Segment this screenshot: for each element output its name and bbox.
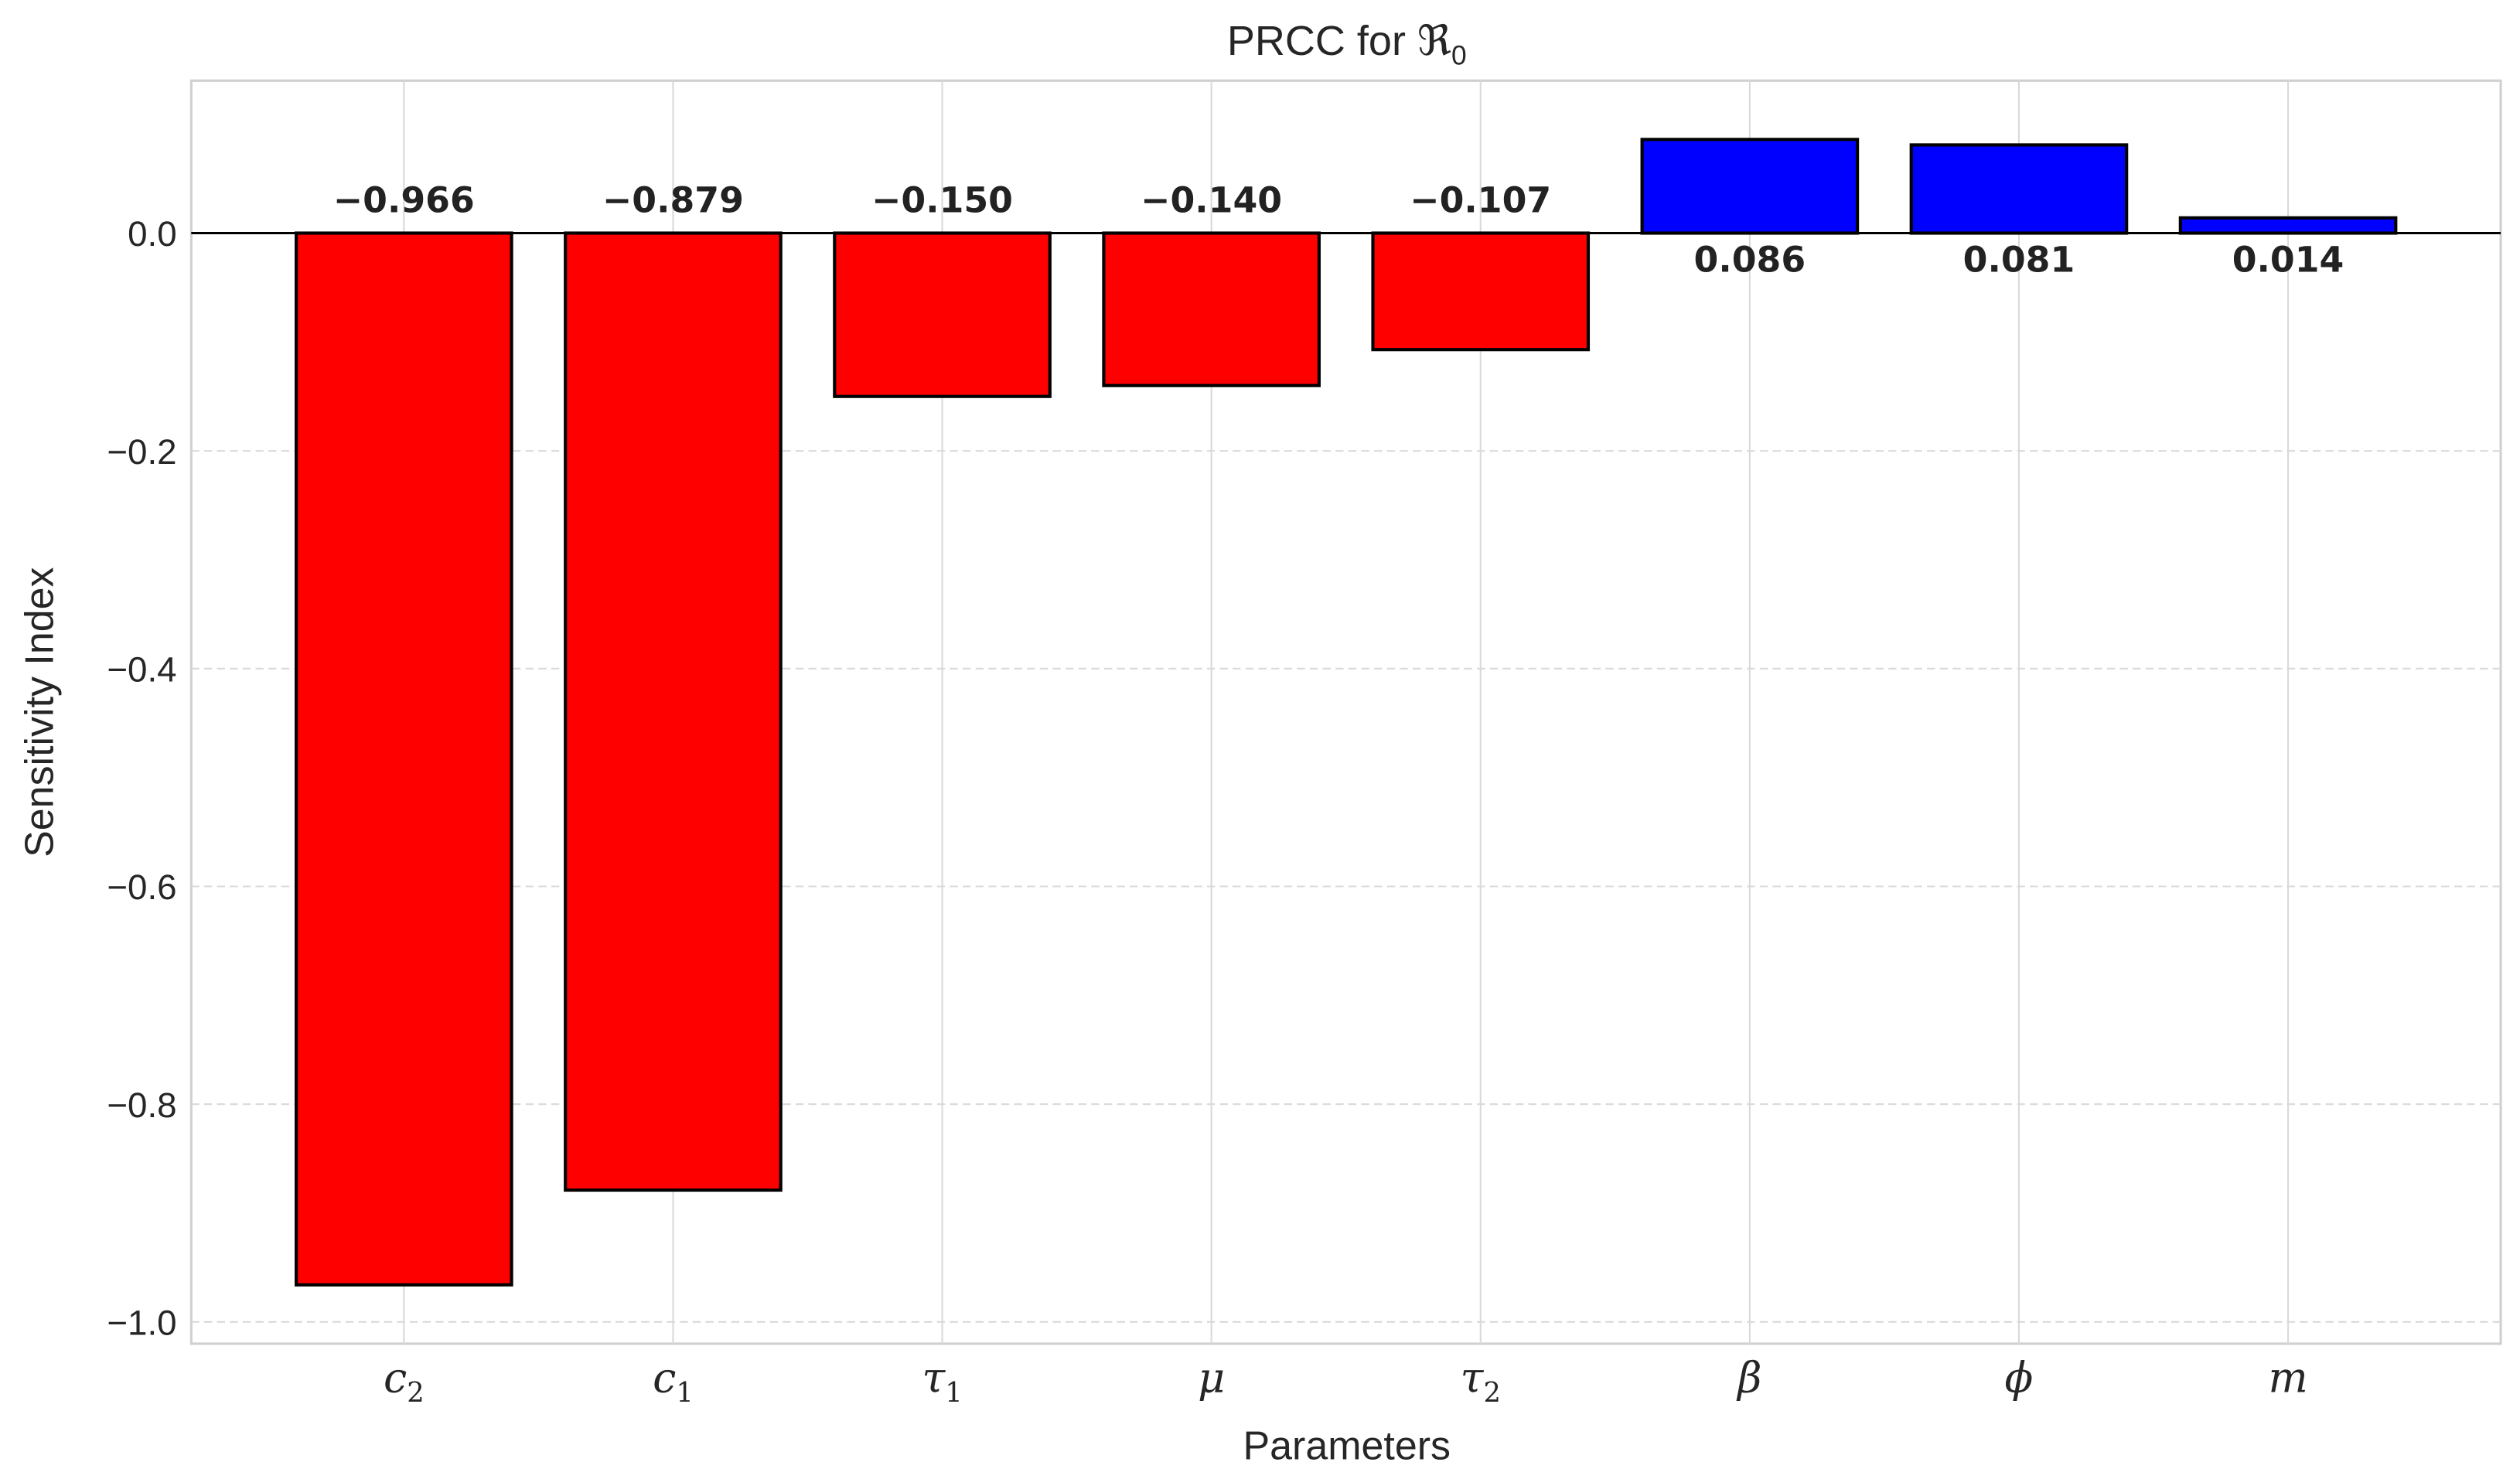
- bar: [833, 231, 1052, 398]
- plot-frame: [189, 79, 2502, 1345]
- x-tick-label: μ: [1198, 1353, 1225, 1402]
- y-tick-label: −1.0: [107, 1303, 176, 1342]
- x-tick-label: ϕ: [2005, 1353, 2034, 1402]
- bar: [295, 231, 513, 1287]
- bar-value-label: 0.081: [1963, 239, 2075, 280]
- y-tick-label: −0.8: [107, 1085, 176, 1125]
- x-tick-label: c2: [384, 1353, 425, 1408]
- bars: [191, 138, 2501, 1287]
- data-labels: −0.966 −0.879 −0.150 −0.140 −0.107 0.086 0.081…: [333, 179, 2344, 280]
- bar-value-label: −0.150: [871, 179, 1013, 220]
- bar-value-label: 0.086: [1694, 239, 1806, 280]
- bar-value-label: −0.966: [333, 179, 475, 220]
- bar: [1102, 231, 1321, 387]
- bar-value-label: −0.107: [1410, 179, 1551, 220]
- bar-value-label: 0.014: [2232, 239, 2344, 280]
- x-tick-label: m: [2268, 1353, 2307, 1402]
- y-tick-label: −0.4: [107, 649, 176, 689]
- y-tick-label: 0.0: [128, 214, 177, 254]
- y-tick-label: −0.6: [107, 867, 176, 907]
- x-axis-label: Parameters: [1243, 1424, 1451, 1469]
- bar: [1909, 143, 2129, 235]
- x-tick-label: c1: [653, 1353, 694, 1408]
- x-tick-label: β: [1736, 1353, 1761, 1402]
- x-tick-label: τ1: [922, 1353, 962, 1408]
- bar-value-label: −0.140: [1141, 179, 1282, 220]
- y-axis-label: Sensitivity Index: [18, 567, 63, 857]
- grid: [189, 79, 2502, 1345]
- chart-title: PRCC for ℜ0: [1227, 16, 1467, 70]
- bar: [564, 231, 783, 1192]
- y-axis-ticks: 0.0 −0.2 −0.4 −0.6 −0.8 −1.0: [107, 214, 176, 1342]
- bar-value-label: −0.879: [602, 179, 744, 220]
- y-tick-label: −0.2: [107, 432, 176, 472]
- bar: [1640, 138, 1860, 235]
- x-tick-label: τ2: [1461, 1353, 1501, 1408]
- bar: [2178, 216, 2398, 235]
- bar: [1371, 231, 1591, 352]
- x-axis-ticks: c2 c1 τ1 μ τ2 β ϕ m: [384, 1353, 2308, 1408]
